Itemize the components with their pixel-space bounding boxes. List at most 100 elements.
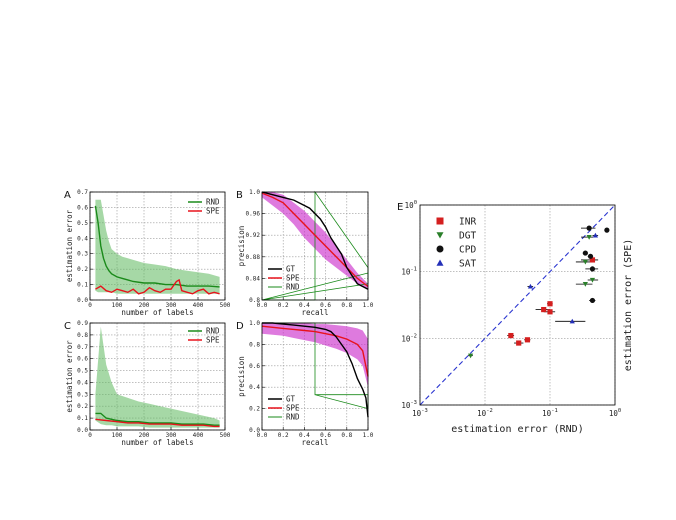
legend-marker-dgt (436, 232, 444, 239)
legend-label-gt: GT (286, 265, 296, 274)
x-tick-label: 1.0 (363, 302, 374, 309)
series-line-spe (261, 325, 369, 377)
legend-marker-sat (436, 259, 444, 266)
series-line-gt (261, 191, 369, 290)
x-tick-label: 400 (193, 302, 204, 309)
x-tick-label: 0.6 (320, 302, 331, 309)
x-tick-label: 300 (166, 432, 177, 439)
x-tick-label: 0.4 (299, 302, 310, 309)
y-tick-label: 0.0 (77, 297, 88, 304)
data-point-inr (541, 306, 547, 313)
x-tick-label: 0 (88, 432, 92, 439)
x-axis-label: estimation error (RND) (451, 424, 583, 435)
y-tick-label: 0.4 (249, 384, 260, 391)
panel-B: 0.0 0.2 0.4 0.6 0.8 1.0 0.8 0.84 0.88 0.92 0.96 1.0… (236, 189, 374, 317)
y-tick-label: 1.0 (249, 189, 260, 196)
legend-label-rnd: RND (286, 283, 300, 292)
y-tick-label: 0.5 (77, 220, 88, 227)
legend-marker-inr (436, 217, 444, 225)
y-tick-label: 0.6 (249, 363, 260, 370)
x-tick-label: 0.8 (341, 432, 352, 439)
data-point-cpd (587, 253, 594, 259)
plot-frame (261, 191, 369, 301)
panel-letter: D (236, 321, 244, 332)
panel-E: 10-310-310-210-210-110-1100100estimation… (397, 200, 634, 435)
x-tick-label: 200 (139, 302, 150, 309)
y-tick-label: 10-3 (401, 400, 417, 410)
y-tick-label: 0.1 (77, 282, 88, 289)
tick-exponent: -3 (410, 400, 417, 406)
data-point-cpd (589, 266, 596, 272)
y-tick-label: 0.6 (77, 356, 88, 363)
legend-marker-cpd (436, 245, 444, 253)
x-tick-label: 0.4 (299, 432, 310, 439)
x-tick-label: 1.0 (363, 432, 374, 439)
data-point-dgt (582, 282, 588, 287)
series-line-spe (261, 192, 369, 288)
data-point-inr (524, 337, 531, 343)
tick-base: 10 (477, 409, 487, 418)
y-tick-label: 0.3 (77, 251, 88, 258)
x-tick-label: 300 (166, 302, 177, 309)
plot-frame (89, 191, 226, 301)
legend-label-cpd: CPD (459, 245, 476, 256)
y-tick-label: 0.92 (246, 232, 261, 239)
y-tick-label: 0.2 (77, 403, 88, 410)
tick-base: 10 (401, 268, 411, 277)
y-tick-label: 0.1 (77, 415, 88, 422)
x-tick-label: 500 (220, 432, 231, 439)
x-axis-label: recall (301, 308, 328, 317)
legend-label-spe: SPE (286, 404, 300, 413)
data-point-dgt (586, 235, 592, 240)
x-tick-label: 10-2 (477, 408, 493, 418)
tick-base: 10 (412, 409, 422, 418)
data-point-cpd (604, 227, 610, 233)
y-axis-label: precision (237, 226, 246, 267)
y-tick-label: 1.0 (249, 320, 260, 327)
data-point-cpd (589, 297, 596, 304)
tick-exponent: 0 (618, 408, 621, 414)
data-point-inr (547, 309, 553, 315)
y-tick-label: 100 (405, 200, 417, 210)
x-tick-label: 0.6 (320, 432, 331, 439)
series-line-gt (262, 322, 369, 418)
tick-base: 10 (401, 401, 411, 410)
legend-label-dgt: DGT (459, 231, 476, 242)
x-tick-label: 100 (112, 432, 123, 439)
y-tick-label: 0.4 (77, 379, 88, 386)
x-tick-label: 0.0 (257, 302, 268, 309)
data-point-dgt (589, 277, 596, 283)
y-tick-label: 0.96 (246, 211, 261, 218)
legend-label-gt: GT (286, 395, 296, 404)
data-point-inr (589, 257, 596, 263)
x-tick-label: 0.2 (278, 302, 289, 309)
data-point-dgt (467, 353, 474, 359)
data-point-cpd (582, 250, 588, 256)
tick-exponent: -1 (551, 408, 558, 414)
tick-exponent: -2 (486, 408, 493, 414)
data-point-sat (592, 232, 599, 238)
tick-exponent: -2 (410, 333, 417, 339)
y-tick-label: 10-2 (401, 333, 417, 343)
y-tick-label: 0.88 (246, 254, 261, 261)
legend-label-inr: INR (459, 217, 476, 228)
legend-label-spe: SPE (206, 336, 220, 345)
y-axis-label: precision (237, 356, 246, 397)
y-axis-label: estimation error (SPE) (623, 239, 634, 371)
x-tick-label: 200 (139, 432, 150, 439)
tick-exponent: -3 (421, 408, 428, 414)
y-tick-label: 0.3 (77, 391, 88, 398)
x-axis-label: recall (301, 438, 328, 447)
data-point-inr (516, 340, 522, 346)
panel-letter: E (397, 202, 403, 213)
y-tick-label: 0.9 (77, 320, 88, 327)
x-axis-label: number of labels (121, 308, 193, 317)
y-tick-label: 0.0 (77, 427, 88, 434)
y-tick-label: 0.8 (77, 332, 88, 339)
panel-letter: A (64, 190, 71, 201)
data-point-inr (547, 301, 553, 307)
data-point-sat (569, 318, 575, 324)
